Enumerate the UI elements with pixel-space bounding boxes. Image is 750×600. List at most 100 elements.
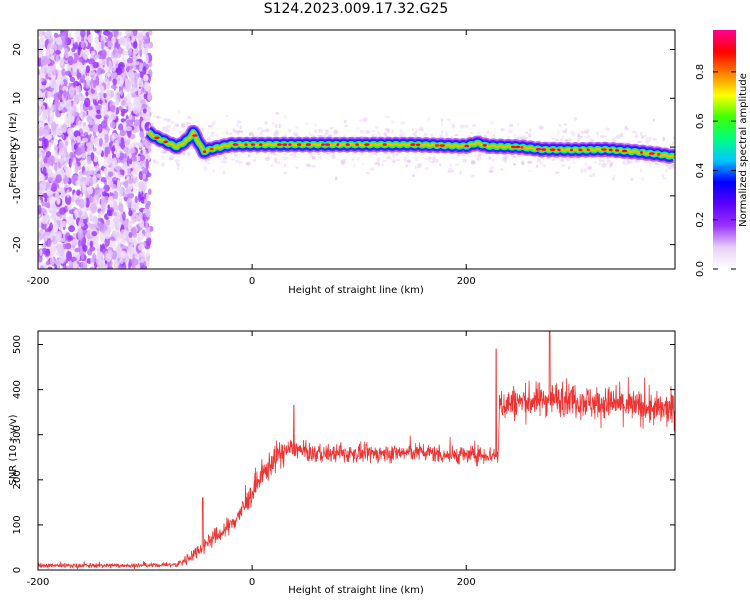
- noise-cell: [100, 203, 106, 214]
- scatter-cell: [459, 170, 462, 175]
- scatter-cell: [500, 168, 504, 171]
- scatter-cell: [174, 123, 180, 127]
- snr-y-label: SNR (10 * v/v): [8, 414, 19, 485]
- noise-cell: [76, 135, 81, 143]
- noise-cell: [92, 79, 97, 89]
- noise-cell: [128, 75, 136, 86]
- noise-cell: [122, 244, 126, 249]
- noise-cell: [65, 111, 71, 120]
- noise-cell: [40, 158, 43, 169]
- scatter-cell: [248, 132, 252, 137]
- noise-cell: [128, 209, 133, 217]
- noise-cell: [121, 261, 127, 269]
- scatter-cell: [238, 130, 244, 133]
- noise-cell: [94, 30, 100, 34]
- noise-cell: [114, 53, 122, 59]
- scatter-cell: [415, 129, 418, 133]
- noise-cell: [38, 106, 43, 116]
- noise-cell: [95, 256, 103, 266]
- ridge-peak-cell: [549, 148, 556, 151]
- noise-cell: [114, 165, 121, 171]
- noise-cell: [125, 119, 133, 128]
- scatter-cell: [567, 165, 571, 170]
- noise-cell: [110, 183, 117, 190]
- noise-cell: [96, 109, 101, 114]
- scatter-cell: [561, 164, 565, 167]
- scatter-cell: [384, 128, 389, 132]
- noise-cell: [132, 106, 138, 114]
- noise-cell: [116, 149, 121, 159]
- scatter-cell: [412, 173, 415, 177]
- scatter-cell: [573, 116, 577, 122]
- snr-y-tick-label: 500: [12, 335, 23, 354]
- noise-cell: [125, 79, 131, 89]
- noise-cell: [95, 42, 102, 51]
- noise-cell: [49, 245, 56, 256]
- noise-cell: [88, 119, 95, 126]
- scatter-cell: [222, 154, 226, 158]
- scatter-cell: [325, 129, 329, 132]
- scatter-cell: [278, 123, 281, 129]
- noise-cell: [118, 187, 124, 198]
- scatter-cell: [418, 128, 422, 131]
- noise-cell: [65, 166, 72, 177]
- spectrogram-axes: -200 0 200 -20 -10 0 10 20: [12, 30, 675, 287]
- noise-cell: [105, 146, 111, 155]
- scatter-cell: [290, 153, 293, 157]
- scatter-cell: [371, 133, 375, 137]
- noise-cell: [59, 207, 67, 215]
- noise-cell: [87, 187, 94, 195]
- noise-cell: [92, 61, 99, 69]
- spectrogram-y-tick-label: 0: [12, 144, 23, 150]
- scatter-cell: [377, 130, 380, 136]
- scatter-cell: [288, 129, 292, 133]
- noise-cell: [105, 72, 111, 78]
- spectrogram-x-tick-label: 0: [249, 276, 255, 287]
- noise-cell: [124, 57, 127, 67]
- scatter-cell: [239, 161, 242, 165]
- noise-cell: [94, 117, 101, 125]
- scatter-cell: [311, 151, 317, 155]
- noise-cell: [119, 142, 124, 148]
- ridge-peak-cell: [640, 151, 643, 154]
- noise-cell: [48, 155, 56, 165]
- scatter-cell: [653, 118, 655, 122]
- noise-cell: [89, 240, 94, 248]
- scatter-cell: [528, 128, 532, 133]
- noise-cell: [142, 66, 147, 75]
- noise-cell: [59, 57, 64, 66]
- scatter-cell: [516, 122, 520, 127]
- scatter-cell: [247, 154, 251, 158]
- noise-cell: [74, 163, 79, 174]
- noise-cell: [142, 108, 147, 114]
- noise-cell: [107, 31, 113, 39]
- snr-x-tick-label: -200: [27, 577, 50, 588]
- noise-cell: [126, 156, 130, 167]
- noise-cell: [111, 36, 116, 45]
- scatter-cell: [473, 152, 477, 157]
- noise-cell: [41, 201, 46, 207]
- noise-cell: [123, 180, 129, 189]
- colorbar-tick-label: 0.2: [695, 212, 706, 228]
- scatter-cell: [470, 160, 474, 165]
- noise-cell: [44, 109, 49, 115]
- scatter-cell: [283, 152, 287, 156]
- scatter-cell: [619, 132, 624, 138]
- noise-cell: [93, 195, 100, 205]
- scatter-cell: [168, 158, 174, 160]
- noise-cell: [113, 190, 119, 200]
- spectrogram-y-tick-label: -20: [12, 236, 23, 252]
- noise-cell: [38, 199, 42, 205]
- scatter-cell: [640, 131, 643, 136]
- spectrogram-x-tick-label: -200: [27, 276, 50, 287]
- scatter-cell: [172, 126, 175, 131]
- scatter-cell: [411, 128, 414, 132]
- scatter-cell: [507, 129, 513, 134]
- noise-cell: [89, 213, 93, 220]
- noise-cell: [146, 192, 150, 201]
- scatter-cell: [624, 126, 628, 131]
- noise-cell: [74, 247, 81, 253]
- noise-cell: [143, 93, 147, 99]
- scatter-cell: [253, 158, 257, 162]
- noise-cell: [71, 194, 75, 203]
